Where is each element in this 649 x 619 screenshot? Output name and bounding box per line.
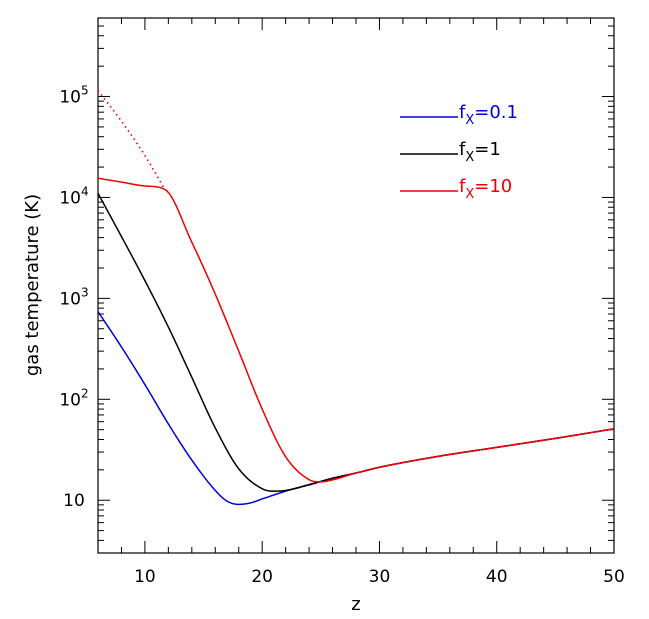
y-tick-labels: 10 102 103 104 105: [59, 84, 88, 512]
legend-label: fX=1: [459, 139, 501, 165]
series-line: [97, 177, 615, 483]
y-axis-label: gas temperature (K): [22, 194, 43, 376]
series-line-dotted: [97, 89, 166, 190]
y-tick-label: 102: [59, 386, 88, 410]
series-lines: [97, 89, 615, 506]
x-tick-label: 50: [603, 567, 625, 587]
x-tick-label: 30: [369, 567, 391, 587]
x-tick-label: 40: [486, 567, 508, 587]
legend-label: fX=10: [459, 176, 512, 202]
series-line: [97, 192, 615, 492]
y-tick-label: 104: [59, 184, 88, 208]
y-tick-label: 105: [59, 84, 88, 108]
legend-label: fX=0.1: [459, 102, 518, 128]
axis-ticks: [97, 17, 615, 554]
x-tick-label: 20: [251, 567, 273, 587]
y-tick-label: 10: [63, 491, 85, 511]
legend: fX=0.1 fX=1 fX=10: [400, 102, 518, 202]
x-tick-labels: 10 20 30 40 50: [134, 567, 625, 587]
x-axis-label: z: [351, 594, 360, 615]
x-tick-label: 10: [134, 567, 156, 587]
y-tick-label: 103: [59, 285, 88, 309]
